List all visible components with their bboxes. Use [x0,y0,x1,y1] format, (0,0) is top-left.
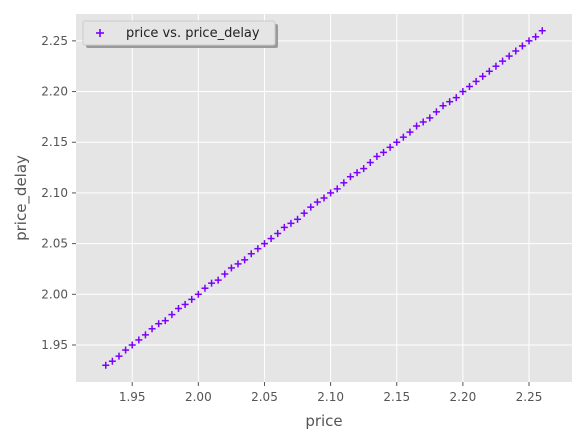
data-point [161,317,169,325]
data-point [439,102,447,110]
data-point [148,325,156,333]
data-point [247,250,255,258]
data-point [155,320,163,328]
x-tick-label: 2.20 [450,390,477,404]
data-point [333,185,341,193]
data-point [465,82,473,90]
data-point [393,138,401,146]
data-point [194,290,202,298]
data-point [128,341,136,349]
data-point [208,279,216,287]
y-tick-label: 2.25 [41,34,68,48]
x-tick-label: 2.15 [383,390,410,404]
data-point [366,159,374,167]
legend-label: price vs. price_delay [126,26,260,41]
data-point [413,122,421,130]
data-point [419,118,427,126]
data-point [300,209,308,217]
scatter-points [102,27,546,369]
data-point [327,189,335,197]
data-point [254,245,262,253]
legend-marker-plus-icon [96,29,104,37]
data-point [472,77,480,85]
data-point [214,276,222,284]
data-point [353,169,361,177]
data-point [446,98,454,106]
data-point [122,346,130,354]
data-point [346,173,354,181]
data-point [492,62,500,70]
data-point [459,88,467,96]
data-point [267,235,275,243]
data-point [227,264,235,272]
legend-box [82,20,276,46]
y-gridlines [76,40,572,346]
data-point [313,198,321,206]
y-tick-label: 2.05 [41,237,68,251]
data-point [115,352,123,360]
x-tick-label: 2.25 [516,390,543,404]
y-tick-label: 2.20 [41,85,68,99]
y-tick-label: 2.15 [41,135,68,149]
data-point [479,72,487,80]
x-axis-ticks: 1.95 2.00 2.05 2.10 2.15 2.20 2.25 [119,382,543,404]
data-point [386,143,394,151]
data-point [241,256,249,264]
data-point [108,357,116,365]
data-point [221,270,229,278]
data-point [499,57,507,65]
data-point [399,133,407,141]
data-point [538,27,546,35]
data-point [485,67,493,75]
data-point [234,260,242,268]
data-point [280,223,288,231]
data-point [426,114,434,122]
data-point [525,37,533,45]
data-point [518,42,526,50]
data-point [432,108,440,116]
data-point [505,52,513,60]
legend: price vs. price_delay [82,20,278,48]
data-point [201,284,209,292]
data-point [188,295,196,303]
data-point [340,179,348,187]
data-point [141,331,149,339]
x-tick-label: 2.05 [251,390,278,404]
data-point [532,33,540,41]
data-point [102,361,110,369]
data-point [320,194,328,202]
data-point [512,47,520,55]
y-tick-label: 1.95 [41,338,68,352]
data-point [168,311,176,319]
data-point [406,128,414,136]
data-point [181,300,189,308]
x-axis-label: price [305,412,342,430]
y-axis-ticks: 1.95 2.00 2.05 2.10 2.15 2.20 2.25 [41,34,76,352]
data-point [307,203,315,211]
data-point [260,240,268,248]
data-point [360,165,368,173]
data-point [294,215,302,223]
x-tick-label: 2.00 [185,390,212,404]
x-tick-label: 1.95 [119,390,146,404]
data-point [373,152,381,160]
data-point [135,336,143,344]
x-tick-label: 2.10 [317,390,344,404]
data-point [287,219,295,227]
x-gridlines [131,14,530,382]
data-point [452,94,460,102]
data-point [175,305,183,313]
y-tick-label: 2.00 [41,287,68,301]
y-axis-label: price_delay [12,155,31,241]
data-point [380,148,388,156]
y-tick-label: 2.10 [41,186,68,200]
data-point [274,229,282,237]
